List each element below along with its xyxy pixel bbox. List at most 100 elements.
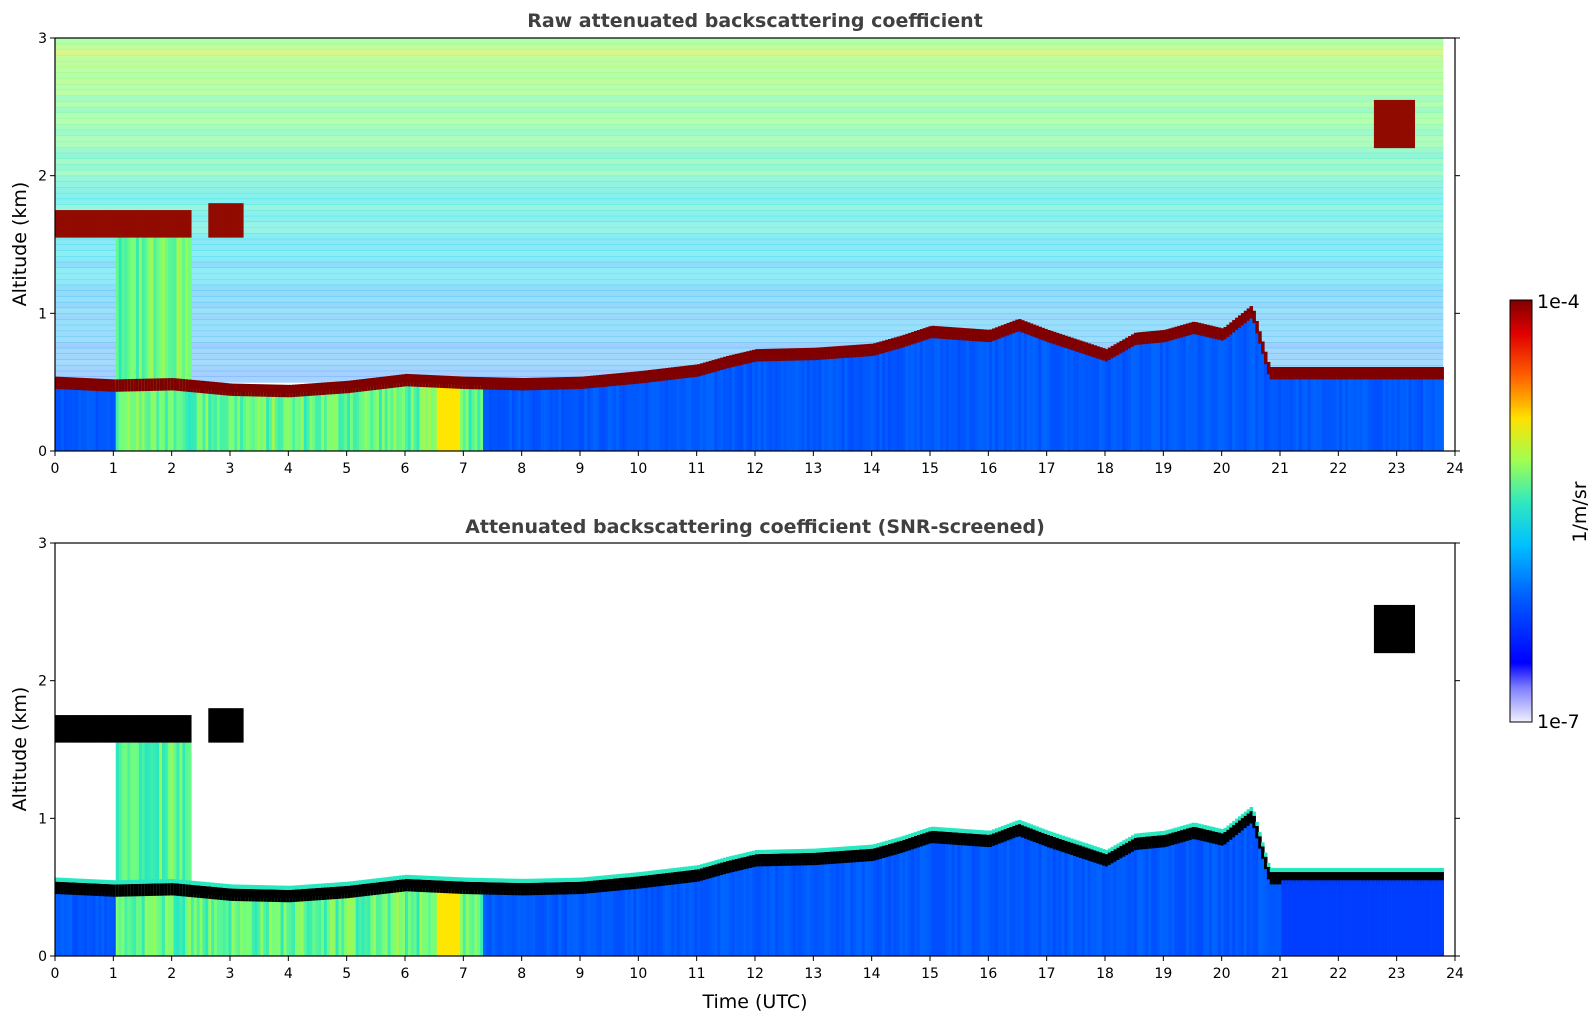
bl-top-mark [1318,872,1323,885]
aerosol-column [193,893,198,956]
bl-edge-mark [841,846,846,851]
aerosol-column [211,390,215,451]
bl-top-mark [1246,813,1251,826]
bl-top-mark [107,379,111,392]
bl-top-mark [497,882,502,895]
bl-top-mark [150,378,154,391]
bl-top-mark [1252,310,1256,324]
aerosol-column [616,381,620,451]
bl-top-mark [1365,872,1369,885]
bl-edge-mark [535,878,539,883]
bl-top-mark [480,377,484,390]
bl-top-mark [1099,852,1103,865]
aerosol-column [566,385,571,451]
aerosol-column [584,889,588,956]
bl-edge-mark [1388,867,1392,873]
aerosol-column [1214,840,1219,956]
bl-top-mark [289,889,293,903]
bl-edge-mark [1243,811,1248,816]
bl-top-mark [1012,825,1016,839]
bl-top-mark [208,886,212,899]
aerosol-column [873,856,878,956]
bl-top-mark [656,873,661,887]
aerosol-column [1156,843,1161,956]
bl-edge-mark [948,827,953,833]
aerosol-column [483,385,487,451]
bl-top-mark [888,843,892,857]
bl-edge-mark [1032,825,1037,830]
bl-top-mark [812,347,817,361]
aerosol-column [83,891,88,956]
bl-top-mark [922,328,927,341]
bl-edge-mark [1342,867,1346,873]
bl-top-mark [1122,844,1126,857]
bl-top-mark [280,889,285,903]
bl-top-mark [1379,367,1384,380]
noise-band [55,255,1444,263]
cloud-mark [1405,99,1410,149]
bl-top-mark [1240,313,1245,326]
bl-edge-mark [720,858,724,863]
aerosol-column [112,892,117,956]
bl-top-mark [1203,829,1207,842]
bl-top-mark [902,334,906,348]
bl-top-mark [746,856,750,869]
bl-edge-mark [202,881,207,886]
bl-edge-mark [1417,867,1421,873]
bl-top-mark [1067,841,1071,855]
aerosol-column [1200,836,1204,956]
aerosol-column [1142,845,1147,956]
virga-column [173,237,178,387]
bl-edge-mark [914,831,918,836]
bl-top-mark [1194,322,1199,335]
cloud-mark [1405,604,1410,654]
virga-column [127,237,131,388]
noise-band [55,296,1444,303]
aerosol-column [167,386,172,451]
bl-edge-mark [1217,828,1222,833]
bl-top-mark [60,376,65,390]
bl-top-mark [511,882,516,896]
bl-top-mark [1203,324,1207,337]
aerosol-column [1151,844,1155,956]
bl-top-mark [483,377,487,390]
bl-top-mark [786,853,791,866]
bl-top-mark [737,353,742,366]
aerosol-column [1235,325,1239,451]
bl-top-mark [743,856,747,870]
y-axis-label-screened: Altitude (km) [9,687,31,812]
noise-band [55,60,1444,68]
bl-edge-mark [928,827,932,832]
aerosol-column [384,889,389,956]
aerosol-column [552,890,556,956]
aerosol-column [439,383,444,451]
aerosol-column [407,887,412,956]
bl-top-mark [916,835,921,848]
aerosol-column [190,893,195,956]
noise-band [55,106,1444,114]
bl-top-mark [1229,322,1233,335]
bl-top-mark [867,848,872,862]
aerosol-column [1171,840,1175,956]
aerosol-column [940,839,944,956]
aerosol-column [83,386,88,451]
virga-column [153,237,157,387]
bl-top-mark [228,383,233,396]
bl-top-mark [257,889,261,902]
aerosol-column [1191,330,1196,451]
bl-top-mark [590,375,594,389]
bl-top-mark [1292,872,1297,885]
bl-top-mark [592,375,597,388]
bl-edge-mark [879,842,883,847]
bl-top-mark [633,371,637,385]
aerosol-column [685,373,690,451]
bl-top-mark [468,376,473,390]
residual-layer [1321,880,1326,956]
aerosol-column [870,856,875,956]
bl-top-mark [1151,835,1155,849]
aerosol-column [454,889,458,956]
aerosol-column [514,891,519,956]
bl-top-mark [185,379,189,392]
bl-top-mark [772,348,776,362]
aerosol-column [1168,336,1173,451]
